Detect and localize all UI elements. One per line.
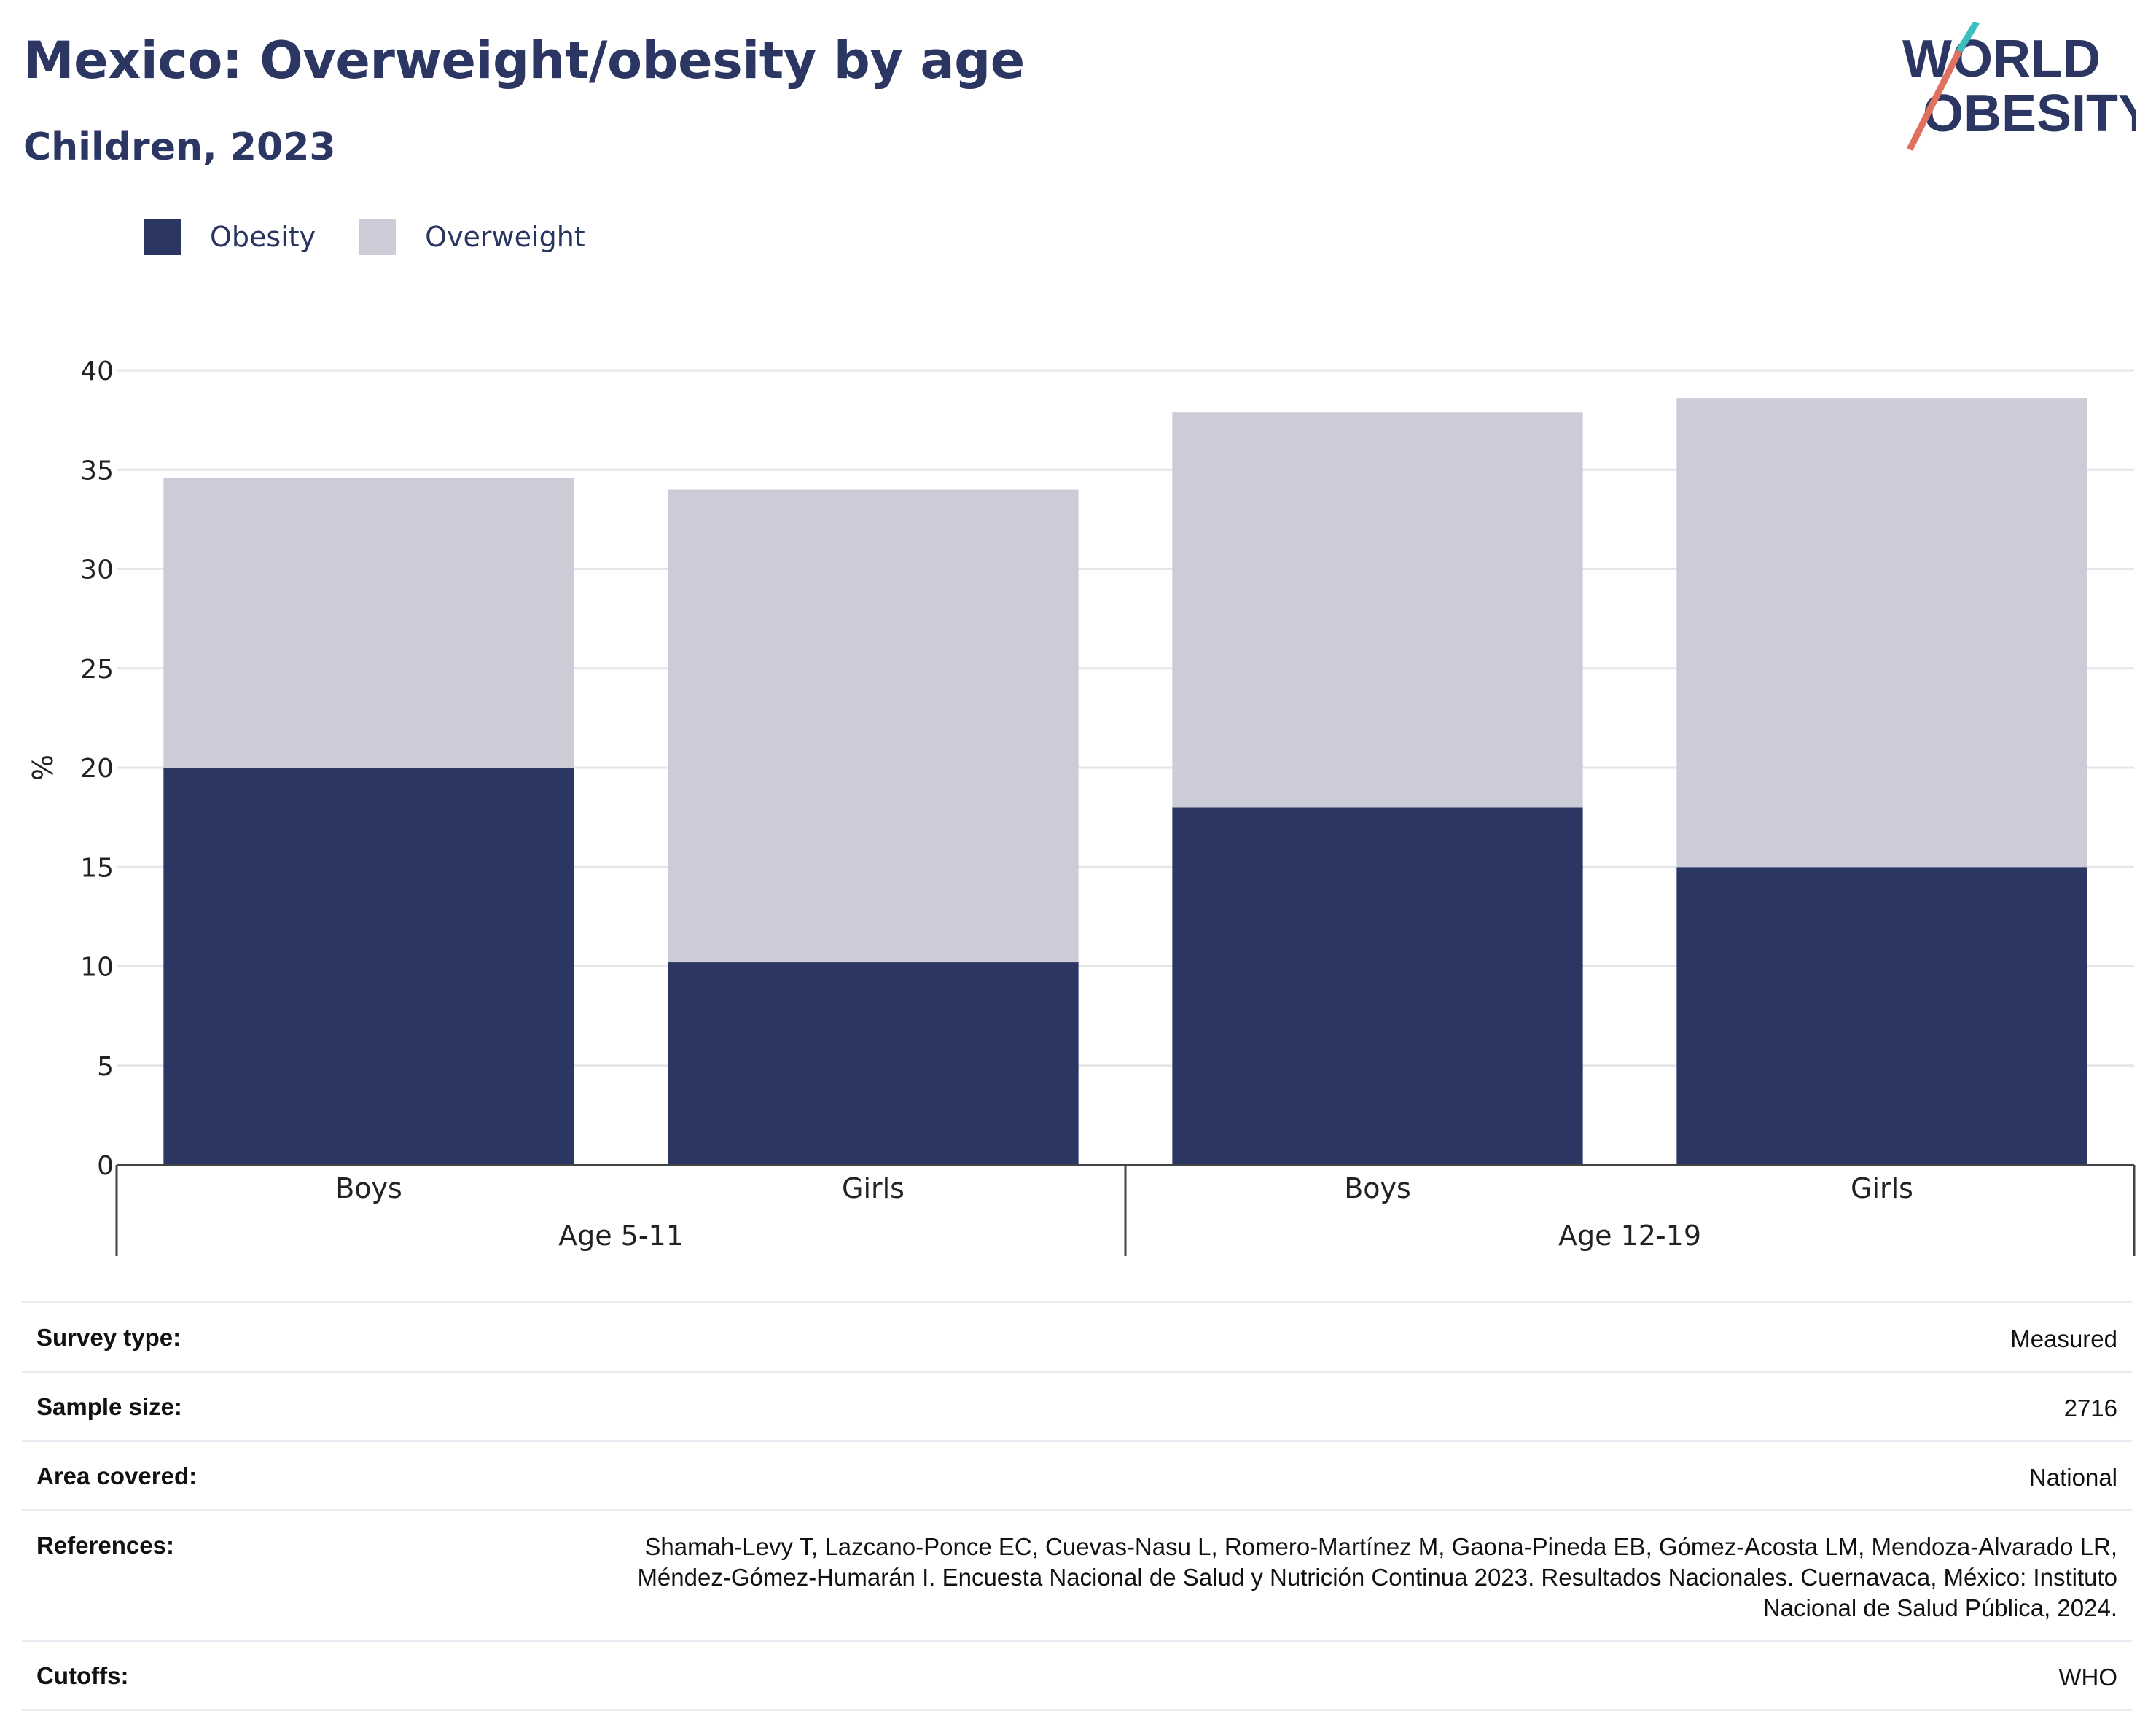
bar-obesity-1	[668, 962, 1079, 1165]
svg-text:WORLD: WORLD	[1902, 30, 2101, 88]
stacked-bar-chart: 0 5 10 15 20 25 30 35 40% Boys Girls Boys Girls Age 5…	[27, 356, 2136, 1256]
chart-legend: Obesity Overweight	[144, 219, 629, 255]
legend-label-obesity: Obesity	[210, 221, 316, 253]
y-tick-label: 20	[80, 754, 114, 784]
x-category-label: Boys	[1344, 1172, 1411, 1204]
y-tick-label: 35	[80, 456, 114, 486]
legend-swatch-overweight	[359, 219, 397, 255]
chart-title: Mexico: Overweight/obesity by age	[23, 31, 1025, 90]
info-value: 2716	[2063, 1395, 2117, 1422]
legend-item-overweight[interactable]: Overweight	[359, 219, 585, 255]
x-group-label: Age 12-19	[1558, 1220, 1701, 1252]
y-tick-label: 5	[97, 1052, 114, 1082]
y-tick-label: 0	[97, 1151, 114, 1181]
info-label: Sample size:	[36, 1393, 182, 1420]
bar-overweight-3	[1676, 398, 2087, 868]
info-value: WHO	[2058, 1664, 2117, 1691]
bar-overweight-2	[1172, 412, 1583, 808]
x-category-label: Girls	[842, 1172, 905, 1204]
info-row-sample-size: Sample size: 2716	[22, 1371, 2132, 1440]
legend-label-overweight: Overweight	[425, 221, 585, 253]
y-tick-label: 25	[80, 655, 114, 685]
info-label: References:	[36, 1532, 174, 1559]
svg-text:OBESITY: OBESITY	[1923, 85, 2136, 143]
info-row-references: References: Shamah-Levy T, Lazcano-Ponce…	[22, 1509, 2132, 1640]
info-row-cutoffs: Cutoffs: WHO	[22, 1640, 2132, 1711]
bar-overweight-1	[668, 489, 1079, 963]
bar-obesity-0	[163, 768, 574, 1165]
info-row-survey-type: Survey type: Measured	[22, 1301, 2132, 1371]
legend-swatch-obesity	[144, 219, 181, 255]
bar-overweight-0	[163, 478, 574, 768]
y-tick-label: 40	[80, 356, 114, 386]
x-group-label: Age 5-11	[558, 1220, 684, 1252]
y-tick-label: 15	[80, 853, 114, 883]
chart-subtitle: Children, 2023	[23, 125, 336, 169]
y-tick-label: 10	[80, 953, 114, 983]
y-axis-label: %	[27, 755, 59, 781]
info-label: Cutoffs:	[36, 1662, 129, 1689]
info-label: Survey type:	[36, 1324, 181, 1351]
survey-info-table: Survey type: Measured Sample size: 2716 …	[22, 1301, 2132, 1711]
legend-item-obesity[interactable]: Obesity	[144, 219, 316, 255]
info-value: National	[2028, 1464, 2117, 1491]
bar-obesity-3	[1676, 867, 2087, 1165]
info-label: Area covered:	[36, 1462, 198, 1489]
x-category-label: Boys	[335, 1172, 402, 1204]
info-value: Shamah-Levy T, Lazcano-Ponce EC, Cuevas-…	[637, 1533, 2117, 1621]
bar-obesity-2	[1172, 807, 1583, 1165]
world-obesity-logo: WORLD OBESITY	[1902, 22, 2136, 152]
x-category-label: Girls	[1851, 1172, 1913, 1204]
info-row-area-covered: Area covered: National	[22, 1440, 2132, 1509]
info-value: Measured	[2010, 1325, 2117, 1352]
y-tick-label: 30	[80, 556, 114, 585]
